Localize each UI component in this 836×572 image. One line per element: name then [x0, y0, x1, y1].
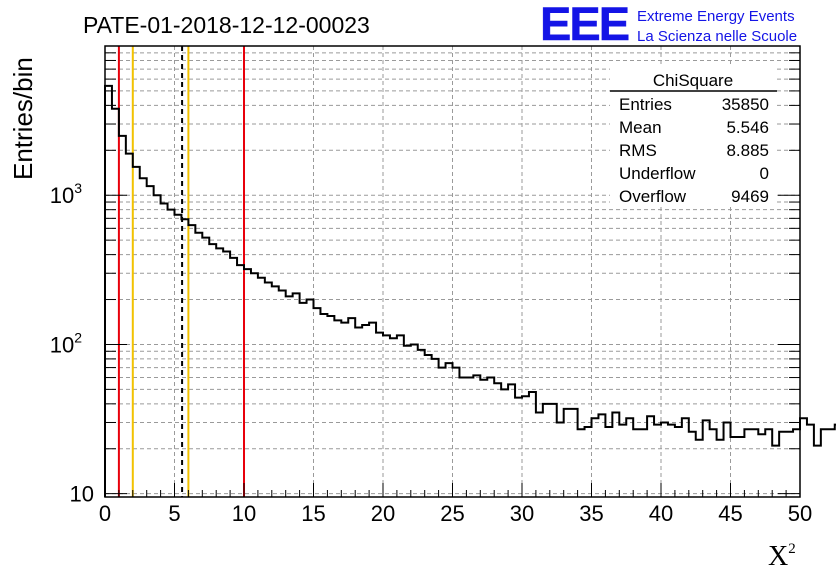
x-tick-label: 5 [168, 501, 180, 526]
x-tick-label: 10 [232, 501, 256, 526]
chart-title: PATE-01-2018-12-12-00023 [83, 12, 370, 38]
x-tick-label: 0 [99, 501, 111, 526]
axis-ticks [104, 52, 801, 497]
grid [105, 46, 800, 497]
x-tick-labels: 0 5 10 15 20 25 30 35 40 45 50 [99, 501, 812, 526]
stats-label: RMS [619, 141, 657, 160]
stats-value: 9469 [731, 187, 769, 206]
stats-value: 0 [760, 164, 769, 183]
y-tick-label: 10 [70, 482, 94, 507]
logo-subtitle-line2: La Scienza nelle Scuole [637, 28, 797, 45]
y-axis-label: Entries/bin [8, 57, 38, 180]
x-tick-label: 40 [649, 501, 673, 526]
x-tick-label: 30 [510, 501, 534, 526]
x-tick-label: 15 [301, 501, 325, 526]
stats-label: Underflow [619, 164, 696, 183]
stats-label: Overflow [619, 187, 687, 206]
logo-subtitle-line1: Extreme Energy Events [637, 8, 795, 25]
stats-value: 8.885 [726, 141, 769, 160]
x-axis-label-exponent: 2 [788, 541, 796, 557]
stats-value: 35850 [722, 95, 769, 114]
eee-logo: EEE [540, 0, 629, 50]
stats-label: Entries [619, 95, 672, 114]
stats-box-title: ChiSquare [653, 71, 733, 90]
histogram-series [104, 84, 836, 497]
x-tick-label: 25 [440, 501, 464, 526]
stats-value: 5.546 [726, 118, 769, 137]
y-tick-labels: 10 102 103 [50, 180, 94, 506]
y-tick-label: 102 [50, 329, 82, 357]
y-tick-label: 103 [50, 180, 82, 208]
stats-box: ChiSquare Entries 35850 Mean 5.546 RMS 8.885 U… [610, 66, 777, 206]
x-tick-label: 50 [788, 501, 812, 526]
stats-label: Mean [619, 118, 662, 137]
x-tick-label: 35 [579, 501, 603, 526]
marker-lines [117, 46, 245, 497]
x-tick-label: 20 [371, 501, 395, 526]
x-tick-label: 45 [718, 501, 742, 526]
stats-box-background [610, 66, 777, 206]
x-axis-label-symbol: X [768, 541, 788, 572]
x-axis-label: X2 [768, 541, 796, 572]
